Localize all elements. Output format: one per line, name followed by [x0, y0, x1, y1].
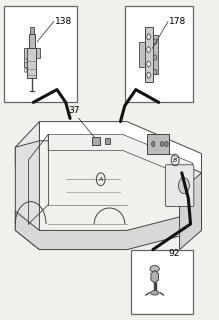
- FancyBboxPatch shape: [165, 165, 194, 206]
- Bar: [36, 48, 40, 58]
- Bar: [139, 42, 145, 67]
- Circle shape: [24, 59, 27, 63]
- Bar: [29, 34, 35, 48]
- Bar: [145, 27, 152, 82]
- Text: 138: 138: [55, 17, 72, 26]
- Bar: [105, 138, 110, 144]
- Polygon shape: [15, 122, 39, 166]
- Bar: [4, 6, 77, 102]
- Bar: [147, 134, 169, 154]
- Ellipse shape: [147, 72, 150, 78]
- Ellipse shape: [150, 291, 159, 295]
- Bar: [131, 250, 193, 314]
- Circle shape: [153, 55, 157, 60]
- Text: B: B: [173, 157, 177, 163]
- Text: A: A: [99, 177, 103, 182]
- Bar: [27, 48, 36, 78]
- Text: 178: 178: [169, 17, 186, 26]
- Ellipse shape: [150, 266, 159, 272]
- Polygon shape: [48, 134, 193, 179]
- Circle shape: [24, 68, 27, 72]
- Ellipse shape: [147, 47, 150, 52]
- Bar: [30, 27, 34, 34]
- Polygon shape: [15, 141, 39, 250]
- Ellipse shape: [147, 61, 150, 67]
- Circle shape: [178, 178, 189, 194]
- Polygon shape: [15, 211, 201, 250]
- Ellipse shape: [147, 34, 150, 40]
- Circle shape: [153, 69, 157, 75]
- Circle shape: [153, 39, 157, 44]
- Circle shape: [152, 141, 155, 147]
- Circle shape: [165, 141, 168, 147]
- Text: 92: 92: [168, 249, 180, 258]
- Circle shape: [160, 141, 164, 147]
- Text: 37: 37: [68, 106, 79, 115]
- Polygon shape: [39, 122, 201, 173]
- Bar: [23, 48, 27, 67]
- Bar: [152, 35, 158, 74]
- Polygon shape: [180, 173, 201, 250]
- Bar: [92, 137, 100, 145]
- Bar: [125, 6, 193, 102]
